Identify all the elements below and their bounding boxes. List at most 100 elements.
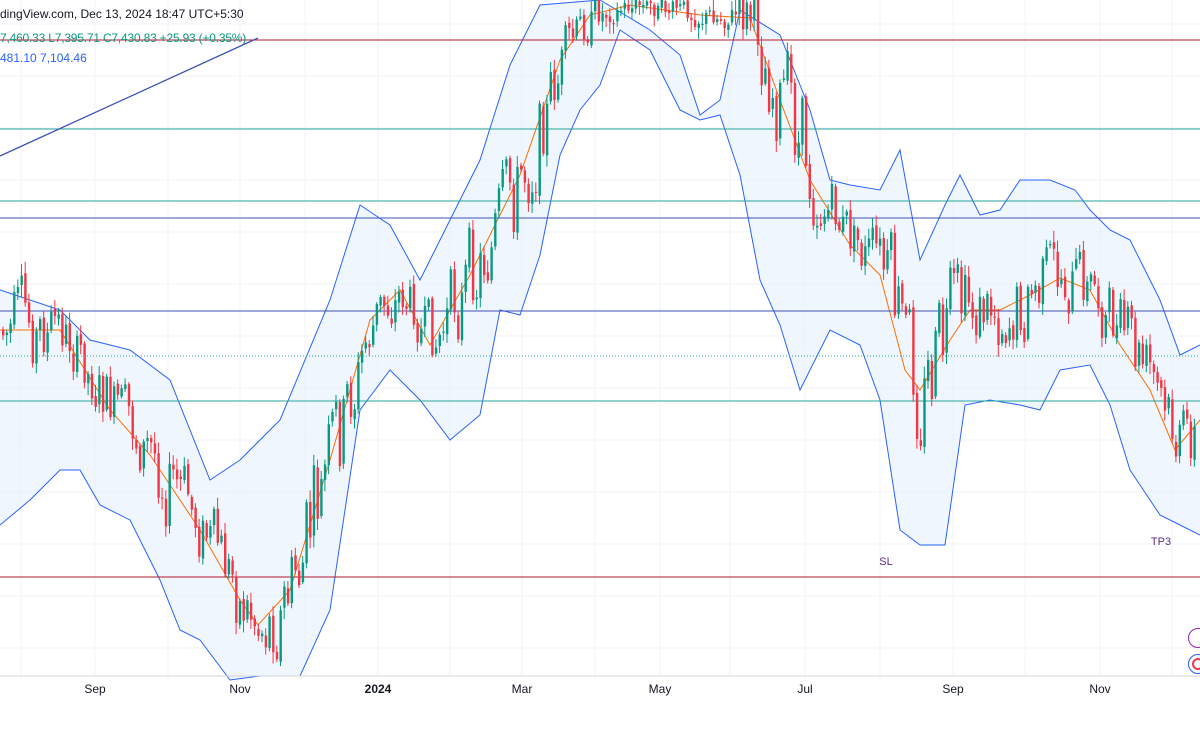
candle-body xyxy=(671,1,675,12)
candle-body xyxy=(686,0,689,18)
candle-body xyxy=(505,159,508,167)
target-icon[interactable] xyxy=(1188,654,1200,674)
time-axis-label: Sep xyxy=(84,682,106,696)
candle-body xyxy=(460,292,464,341)
candle-body xyxy=(697,23,700,29)
candle-body xyxy=(53,308,57,316)
candle-body xyxy=(816,225,819,228)
candle-body xyxy=(46,332,49,353)
candlestick-series xyxy=(2,0,1196,667)
candle-body xyxy=(586,40,589,43)
candle-body xyxy=(190,496,194,510)
candle-body xyxy=(534,191,538,193)
candle-body xyxy=(941,304,945,355)
candle-body xyxy=(309,501,312,538)
candle-body xyxy=(508,158,512,183)
candle-body xyxy=(1156,372,1159,383)
candle-body xyxy=(198,526,201,557)
candle-body xyxy=(742,0,745,30)
candle-body xyxy=(101,376,105,412)
candle-body xyxy=(57,314,60,319)
candle-body xyxy=(790,54,793,83)
candle-body xyxy=(1060,279,1063,285)
candle-body xyxy=(1012,325,1015,340)
candle-body xyxy=(1026,286,1030,340)
candle-body xyxy=(264,635,268,648)
trend-line[interactable] xyxy=(0,37,259,157)
candle-body xyxy=(409,286,412,309)
candle-body xyxy=(1112,289,1115,336)
candle-body xyxy=(290,556,293,604)
candle-body xyxy=(20,275,23,286)
candle-body xyxy=(479,253,482,298)
candle-body xyxy=(612,23,615,25)
candle-body xyxy=(246,600,249,620)
candle-body xyxy=(127,384,131,407)
candle-body xyxy=(927,359,930,382)
alert-icon[interactable] xyxy=(1188,628,1200,648)
candle-body xyxy=(978,296,982,337)
candle-body xyxy=(249,602,253,620)
candle-body xyxy=(442,331,445,333)
candle-body xyxy=(346,384,349,397)
candle-body xyxy=(227,559,231,575)
candle-body xyxy=(856,228,860,241)
candle-body xyxy=(1193,426,1196,460)
candle-body xyxy=(571,28,575,38)
candle-body xyxy=(930,360,934,400)
candle-body xyxy=(542,106,545,154)
candle-body xyxy=(375,304,379,325)
candle-body xyxy=(349,382,353,417)
candle-body xyxy=(656,5,660,20)
time-axis-label: Sep xyxy=(942,682,964,696)
candle-body xyxy=(431,298,434,356)
candle-body xyxy=(68,323,71,352)
candle-body xyxy=(416,323,419,343)
candle-body xyxy=(13,292,16,325)
candle-body xyxy=(105,376,108,410)
candle-body xyxy=(893,232,897,316)
candle-body xyxy=(1001,334,1004,344)
candle-body xyxy=(283,586,286,608)
candle-body xyxy=(557,83,560,100)
candle-body xyxy=(1023,328,1026,342)
candle-body xyxy=(716,19,719,22)
candle-body xyxy=(623,3,626,9)
candle-body xyxy=(268,616,271,648)
candle-body xyxy=(150,438,153,443)
candle-body xyxy=(949,267,952,310)
candle-body xyxy=(982,298,985,323)
candle-body xyxy=(446,308,449,335)
candle-body xyxy=(901,283,904,304)
candle-body xyxy=(1160,380,1163,388)
candle-body xyxy=(779,82,782,139)
candle-body xyxy=(1078,251,1082,260)
candle-body xyxy=(16,286,20,294)
candle-body xyxy=(938,302,941,334)
candle-body xyxy=(1038,286,1041,303)
time-axis-label: Mar xyxy=(512,682,533,696)
candle-body xyxy=(834,186,837,224)
candle-body xyxy=(975,315,978,336)
candle-body xyxy=(867,238,871,248)
candle-body xyxy=(353,409,356,420)
candle-body xyxy=(734,11,737,15)
candle-body xyxy=(238,601,242,625)
candle-body xyxy=(31,320,34,364)
candle-body xyxy=(1149,344,1152,363)
candle-body xyxy=(760,46,763,86)
candle-body xyxy=(9,323,12,334)
candle-body xyxy=(960,267,963,314)
candle-body xyxy=(423,305,427,327)
horizontal-levels[interactable] xyxy=(0,39,1200,578)
candle-body xyxy=(471,229,475,301)
candle-body xyxy=(113,386,116,417)
candle-body xyxy=(172,464,175,470)
time-axis[interactable]: Sep Nov 2024 Mar May Jul Sep Nov xyxy=(84,682,1110,696)
time-axis-label: May xyxy=(649,682,672,696)
candle-body xyxy=(1152,364,1156,373)
candle-body xyxy=(231,560,234,575)
candle-body xyxy=(964,274,967,316)
candle-body xyxy=(357,362,360,410)
